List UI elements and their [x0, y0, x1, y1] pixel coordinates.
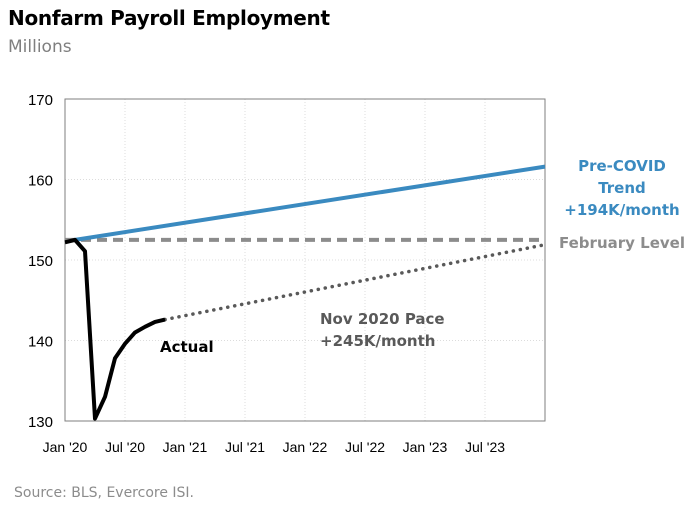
source-note: Source: BLS, Evercore ISI.: [14, 485, 195, 501]
y-tick-label: 170: [28, 92, 53, 109]
x-tick-label: Jul '20: [105, 439, 145, 455]
series-line-nov-2020-pace: [163, 242, 547, 322]
series-line-pre-covid-trend: [74, 164, 546, 242]
y-tick-label: 140: [28, 334, 53, 351]
x-tick-label: Jul '22: [345, 439, 385, 455]
y-tick-label: 150: [28, 253, 53, 270]
label-february-level: February Level: [559, 234, 685, 252]
x-tick-label: Jul '21: [225, 439, 265, 455]
y-tick-label: 160: [28, 173, 53, 190]
x-tick-label: Jan '23: [403, 439, 448, 455]
label-nov-2020-pace: Nov 2020 Pace: [320, 310, 445, 328]
label-pre-covid-trend: +194K/month: [564, 201, 679, 219]
chart-title: Nonfarm Payroll Employment: [8, 6, 330, 30]
label-pre-covid-trend: Pre-COVID: [578, 157, 666, 175]
y-tick-label: 130: [28, 414, 53, 431]
x-tick-label: Jan '22: [283, 439, 328, 455]
x-tick-label: Jan '21: [163, 439, 208, 455]
label-nov-2020-pace: +245K/month: [320, 332, 435, 350]
label-actual: Actual: [160, 338, 214, 356]
label-pre-covid-trend: Trend: [598, 179, 646, 197]
x-tick-label: Jul '23: [465, 439, 505, 455]
chart-subtitle: Millions: [8, 37, 72, 57]
x-tick-label: Jan '20: [43, 439, 88, 455]
series-line-actual: [64, 237, 166, 421]
plot-border: [64, 98, 546, 422]
